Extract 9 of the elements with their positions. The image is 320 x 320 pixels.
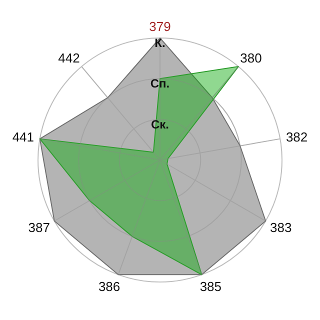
- spoke-label: 442: [58, 50, 80, 66]
- y-tick-label: К.: [154, 36, 166, 50]
- spoke-label: 383: [270, 220, 292, 235]
- spoke-label: 382: [286, 130, 308, 145]
- spoke-label: 379: [149, 19, 171, 34]
- spoke-label: 441: [12, 130, 34, 145]
- spoke-label: 386: [98, 278, 120, 294]
- spoke-label: 385: [200, 278, 222, 294]
- spoke-label: 380: [240, 50, 262, 66]
